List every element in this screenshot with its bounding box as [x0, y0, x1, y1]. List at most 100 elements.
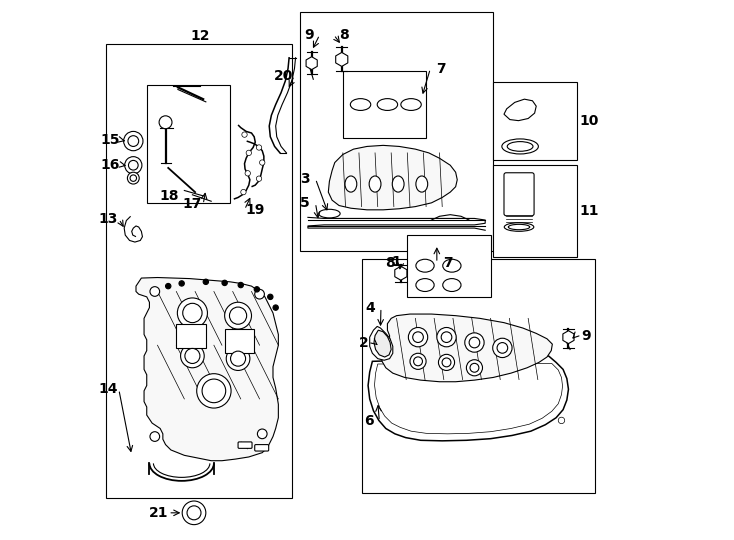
- Circle shape: [410, 353, 426, 369]
- Ellipse shape: [507, 141, 533, 151]
- Text: 20: 20: [274, 69, 294, 83]
- Circle shape: [181, 344, 204, 368]
- Circle shape: [241, 132, 247, 137]
- Text: 6: 6: [364, 415, 374, 429]
- Text: 17: 17: [183, 198, 202, 212]
- Text: 9: 9: [304, 28, 314, 42]
- Ellipse shape: [345, 176, 357, 192]
- Polygon shape: [370, 326, 393, 360]
- Text: 7: 7: [436, 62, 446, 76]
- Circle shape: [183, 303, 202, 322]
- Polygon shape: [124, 217, 142, 242]
- Polygon shape: [504, 99, 537, 120]
- Polygon shape: [374, 363, 562, 434]
- Circle shape: [178, 298, 208, 328]
- Bar: [106, 44, 292, 498]
- Bar: [343, 71, 426, 138]
- Circle shape: [413, 357, 423, 366]
- Bar: [225, 329, 254, 353]
- Circle shape: [166, 284, 171, 289]
- Circle shape: [246, 150, 252, 156]
- Bar: [407, 235, 490, 297]
- Circle shape: [258, 429, 267, 438]
- Ellipse shape: [319, 210, 340, 218]
- Circle shape: [255, 289, 264, 299]
- Circle shape: [128, 136, 139, 146]
- Polygon shape: [368, 356, 568, 441]
- Text: 18: 18: [159, 190, 179, 204]
- FancyBboxPatch shape: [238, 442, 252, 448]
- Circle shape: [268, 294, 273, 300]
- Polygon shape: [382, 314, 553, 382]
- Circle shape: [241, 190, 246, 195]
- Bar: [300, 12, 493, 251]
- Circle shape: [225, 302, 252, 329]
- Ellipse shape: [369, 176, 381, 192]
- Ellipse shape: [416, 176, 428, 192]
- Polygon shape: [374, 330, 391, 357]
- Ellipse shape: [350, 99, 371, 111]
- Circle shape: [197, 374, 231, 408]
- Circle shape: [150, 431, 159, 441]
- Circle shape: [159, 116, 172, 129]
- Bar: [493, 165, 576, 256]
- Circle shape: [230, 307, 247, 324]
- Text: 13: 13: [98, 212, 117, 226]
- Circle shape: [230, 351, 246, 366]
- Circle shape: [559, 417, 564, 424]
- Circle shape: [254, 287, 260, 292]
- Ellipse shape: [443, 259, 461, 272]
- FancyBboxPatch shape: [504, 173, 534, 216]
- Text: 8: 8: [385, 256, 395, 270]
- Ellipse shape: [416, 279, 434, 292]
- Text: 15: 15: [101, 133, 120, 147]
- Text: 11: 11: [580, 204, 599, 218]
- Circle shape: [128, 160, 138, 170]
- Text: 8: 8: [340, 28, 349, 42]
- Polygon shape: [328, 145, 457, 210]
- Bar: [176, 323, 206, 348]
- Ellipse shape: [377, 99, 398, 111]
- Text: 19: 19: [246, 203, 265, 217]
- Circle shape: [466, 360, 482, 376]
- Circle shape: [413, 332, 424, 342]
- Text: 9: 9: [581, 328, 591, 342]
- Circle shape: [187, 506, 201, 520]
- Ellipse shape: [416, 259, 434, 272]
- Circle shape: [238, 282, 244, 288]
- Circle shape: [179, 281, 184, 286]
- Circle shape: [123, 131, 143, 151]
- Ellipse shape: [401, 99, 421, 111]
- Text: 7: 7: [443, 256, 452, 270]
- Polygon shape: [136, 278, 278, 461]
- Ellipse shape: [508, 224, 530, 230]
- Text: 1: 1: [392, 255, 401, 269]
- Circle shape: [245, 171, 250, 176]
- Text: 14: 14: [98, 382, 118, 396]
- Circle shape: [470, 363, 479, 372]
- Circle shape: [260, 160, 265, 165]
- Circle shape: [150, 287, 159, 296]
- Circle shape: [222, 280, 228, 286]
- Bar: [493, 82, 576, 160]
- Circle shape: [497, 342, 508, 353]
- Circle shape: [273, 305, 278, 310]
- Circle shape: [465, 333, 484, 352]
- Circle shape: [226, 347, 250, 370]
- Circle shape: [442, 358, 451, 367]
- Circle shape: [182, 501, 206, 525]
- FancyBboxPatch shape: [255, 444, 269, 451]
- Text: 3: 3: [300, 172, 310, 186]
- Text: 2: 2: [359, 335, 368, 349]
- Circle shape: [469, 337, 480, 348]
- Ellipse shape: [392, 176, 404, 192]
- Text: 21: 21: [149, 506, 168, 520]
- Circle shape: [441, 332, 452, 342]
- Circle shape: [125, 157, 142, 174]
- Ellipse shape: [502, 139, 538, 154]
- Bar: [147, 85, 230, 203]
- Text: 4: 4: [366, 301, 375, 315]
- Circle shape: [203, 279, 208, 285]
- Circle shape: [128, 172, 139, 184]
- Circle shape: [437, 327, 456, 347]
